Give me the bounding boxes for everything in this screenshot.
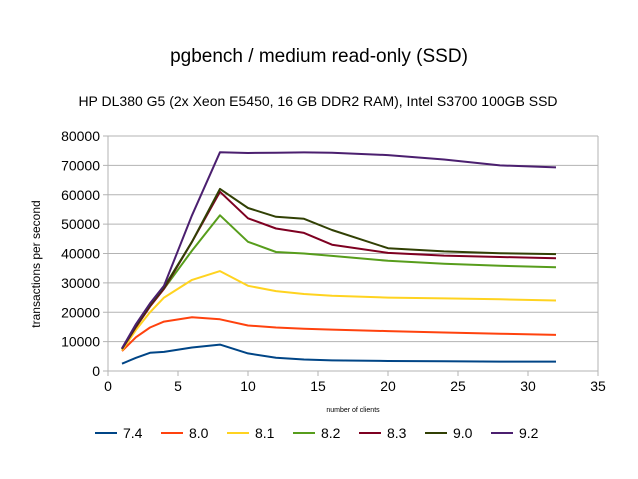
x-axis-label: number of clients: [326, 407, 380, 414]
legend-label: 8.3: [387, 425, 407, 441]
legend-label: 9.2: [519, 425, 539, 441]
y-tick-label: 50000: [61, 216, 100, 232]
y-tick-label: 10000: [61, 334, 100, 350]
legend: 7.4 8.0 8.1 8.2 8.3 9.0 9.2: [95, 425, 539, 441]
x-tick-label: 20: [380, 378, 396, 394]
legend-label: 7.4: [123, 425, 143, 441]
legend-label: 9.0: [453, 425, 473, 441]
tick-labels: 0 10000 20000 30000 40000 50000 60000 70000 8000…: [61, 128, 606, 394]
legend-label: 8.1: [255, 425, 275, 441]
y-tick-label: 30000: [61, 275, 100, 291]
x-tick-label: 15: [310, 378, 326, 394]
axes: [103, 135, 599, 376]
legend-label: 8.0: [189, 425, 209, 441]
series-lines: [121, 151, 557, 365]
x-tick-label: 35: [590, 378, 606, 394]
series-line-8-0: [121, 316, 557, 352]
x-tick-label: 0: [104, 378, 112, 394]
y-tick-label: 40000: [61, 246, 100, 262]
series-line-7-4: [121, 343, 556, 365]
y-tick-label: 20000: [61, 304, 100, 320]
y-tick-label: 70000: [61, 157, 100, 173]
y-axis-label: transactions per second: [29, 200, 43, 327]
series-line-9-2: [121, 151, 557, 349]
x-tick-label: 25: [450, 378, 466, 394]
series-line-9-0: [121, 187, 557, 350]
legend-label: 8.2: [321, 425, 341, 441]
chart-title: pgbench / medium read-only (SSD): [170, 46, 468, 67]
y-tick-label: 80000: [61, 128, 100, 144]
x-tick-label: 5: [174, 378, 182, 394]
x-tick-label: 30: [520, 378, 536, 394]
series-line-8-3: [121, 190, 557, 350]
chart-subtitle: HP DL380 G5 (2x Xeon E5450, 16 GB DDR2 R…: [78, 93, 557, 109]
y-tick-label: 60000: [61, 187, 100, 203]
series-line-8-1: [121, 270, 557, 351]
x-tick-label: 10: [240, 378, 256, 394]
y-tick-label: 0: [92, 363, 100, 379]
